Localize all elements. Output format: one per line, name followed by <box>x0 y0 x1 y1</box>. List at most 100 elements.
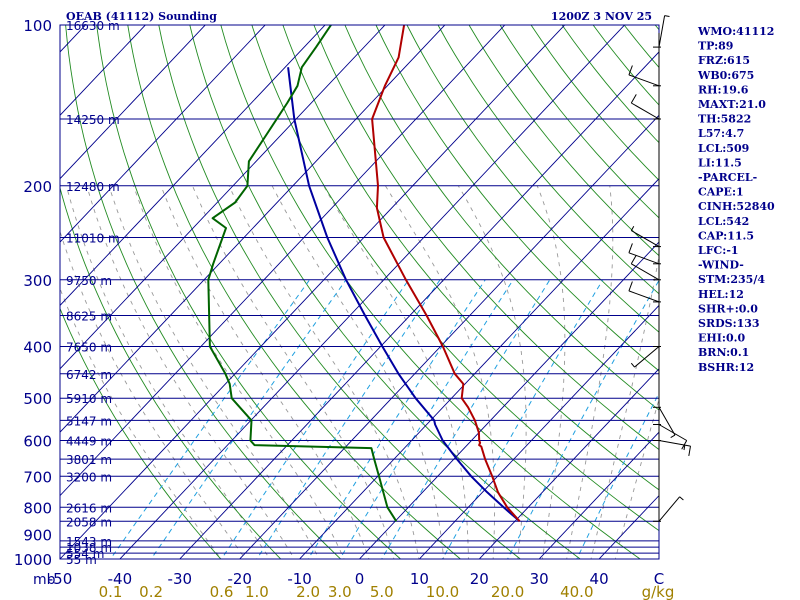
pressure-tick-label: 500 <box>23 390 52 408</box>
isotherm <box>298 178 659 559</box>
pressure-tick-label: 100 <box>23 17 52 35</box>
mixing-ratio-label: 10.0 <box>426 583 459 600</box>
index-value: EHI:0.0 <box>698 332 745 345</box>
height-label: 4449 m <box>66 435 112 449</box>
wind-barb <box>630 254 660 281</box>
wind-barbs <box>628 15 691 522</box>
temperature-tick-label: -50 <box>48 570 73 588</box>
index-value: WMO:41112 <box>697 25 774 38</box>
mixing-ratio-label: 0.2 <box>139 583 163 600</box>
height-label: 12480 m <box>66 180 120 194</box>
pressure-tick-label: 800 <box>23 499 52 517</box>
temperature-tick-label: -40 <box>108 570 133 588</box>
height-label: 6742 m <box>66 368 112 382</box>
pressure-tick-label: 300 <box>23 272 52 290</box>
mixing-ratio-line <box>339 279 514 559</box>
height-label: 5147 m <box>66 414 112 428</box>
isotherm <box>119 25 626 559</box>
dry-adiabat <box>499 25 659 219</box>
height-label: 3801 m <box>66 453 112 467</box>
temperature-axis-unit: C <box>654 570 664 588</box>
height-label: 1038 m <box>66 541 112 555</box>
height-label: 8625 m <box>66 310 112 324</box>
temperature-tick-label: -10 <box>287 570 312 588</box>
temperature-tick-label: 30 <box>530 570 549 588</box>
dry-adiabat <box>406 25 659 333</box>
mixing-ratio-line <box>381 279 551 559</box>
moist-adiabat <box>228 185 420 559</box>
index-value: TH:5822 <box>698 113 751 126</box>
isotherm <box>60 25 386 370</box>
isotherm <box>60 25 146 116</box>
mixing-ratio-label: 20.0 <box>491 583 524 600</box>
wind-barb <box>628 281 660 303</box>
dry-adiabat <box>375 25 659 372</box>
mixing-ratio-label: 0.1 <box>99 583 123 600</box>
mixing-ratio-label: 5.0 <box>370 583 394 600</box>
wind-barb <box>630 346 660 368</box>
mixing-ratio-line <box>256 279 441 559</box>
dry-adiabat <box>127 25 462 559</box>
index-value: CAPE:1 <box>698 186 744 199</box>
height-label: 14250 m <box>66 113 120 127</box>
isotherm <box>538 431 659 559</box>
temperature-tick-label: 0 <box>355 570 365 588</box>
index-value: RH:19.6 <box>698 83 749 96</box>
height-label: 5910 m <box>66 392 112 406</box>
pressure-tick-label: 700 <box>23 468 52 486</box>
pressure-tick-label: 400 <box>23 339 52 357</box>
wind-barb <box>658 496 684 522</box>
dewpoint-trace <box>207 25 398 522</box>
chart-title: OEAB (41112) Sounding <box>66 10 217 23</box>
dry-adiabat <box>251 25 659 532</box>
moist-adiabat <box>133 185 345 559</box>
wind-barb <box>658 424 688 450</box>
dry-adiabat <box>313 25 659 451</box>
moist-adiabat <box>60 287 222 559</box>
index-value: LFC:-1 <box>698 244 739 257</box>
temperature-tick-label: -30 <box>168 570 193 588</box>
dry-adiabat <box>189 25 581 559</box>
mixing-ratio-line <box>507 279 659 559</box>
isobars <box>60 25 659 559</box>
moist-adiabat <box>108 185 320 559</box>
mixing-ratio-line <box>220 279 410 559</box>
isotherm <box>239 114 659 559</box>
moist-adiabat <box>457 185 527 559</box>
dry-adiabat <box>344 25 659 411</box>
index-value: MAXT:21.0 <box>698 98 766 111</box>
isotherm <box>418 304 659 559</box>
parcel-trace <box>287 67 521 523</box>
isotherms <box>60 25 659 559</box>
isotherm <box>179 51 659 559</box>
mixing-ratio-line <box>109 279 311 559</box>
dry-adiabats <box>60 25 659 559</box>
index-value: CINH:52840 <box>698 200 775 213</box>
pressure-tick-label: 1000 <box>14 551 52 569</box>
temperature-tick-label: -20 <box>227 570 252 588</box>
index-value: SRDS:133 <box>698 317 760 330</box>
mixing-ratio-label: 1.0 <box>245 583 269 600</box>
height-label: 2616 m <box>66 501 112 515</box>
temperature-trace <box>371 25 521 522</box>
wind-barb <box>630 94 660 120</box>
index-value: BSHR:12 <box>698 361 754 374</box>
height-label: 11010 m <box>66 232 120 246</box>
dry-adiabat <box>468 25 659 257</box>
isotherm <box>60 25 566 559</box>
mixing-ratio-line <box>441 279 604 559</box>
index-value: LCL:542 <box>698 215 749 228</box>
dry-adiabat <box>282 25 659 491</box>
dry-adiabat <box>158 25 522 559</box>
index-value: LI:11.5 <box>698 156 742 169</box>
index-value: STM:235/4 <box>698 273 765 286</box>
pressure-axis-unit: mb <box>33 572 56 588</box>
mixing-ratio-label: 3.0 <box>328 583 352 600</box>
dry-adiabat <box>60 186 282 559</box>
mixing-ratio-label: 40.0 <box>560 583 593 600</box>
moist-adiabat <box>60 229 246 559</box>
moist-adiabat <box>566 185 614 559</box>
dry-adiabat <box>530 25 659 181</box>
